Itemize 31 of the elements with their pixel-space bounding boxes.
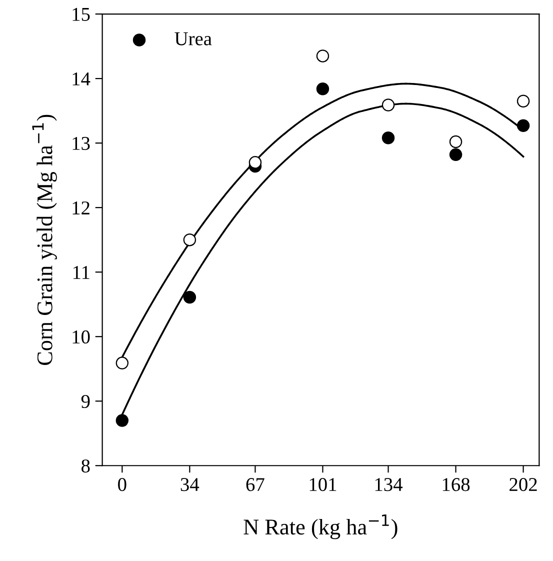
point (183, 290, 196, 304)
point (116, 356, 129, 370)
y-tick-label: 13 (72, 136, 90, 150)
x-tick-label: 134 (375, 478, 403, 492)
y-tick-label: 10 (72, 330, 90, 344)
x-tick-label: 67 (246, 478, 264, 492)
y-tick-label: 12 (72, 201, 90, 214)
x-axis-title: N Rate (kg ha$^{−1}$) (244, 514, 398, 540)
y-tick-label: 9 (81, 394, 90, 408)
point (516, 94, 530, 108)
y-tick-label: 8 (82, 459, 90, 473)
x-tick-label: 34 (180, 478, 200, 492)
x-tick-label: 202 (510, 478, 537, 492)
point (449, 148, 462, 162)
point (183, 233, 196, 246)
point (116, 414, 129, 427)
legend-label: Urea (174, 32, 212, 46)
x-tick-label: 0 (118, 478, 126, 492)
y-tick-label: 11 (73, 266, 90, 279)
point (248, 156, 262, 169)
point (449, 135, 462, 148)
y-tick-label: 15 (72, 8, 90, 21)
point (316, 50, 330, 62)
point (316, 82, 330, 96)
x-tick-label: 168 (442, 478, 470, 492)
point (516, 119, 530, 132)
y-tick-label: 14 (72, 72, 90, 86)
x-tick-label: 101 (310, 478, 336, 492)
point (382, 98, 395, 112)
point (382, 132, 395, 144)
y-axis-title: Corn Grain yield (Mg ha$^{−1}$) (32, 114, 57, 366)
